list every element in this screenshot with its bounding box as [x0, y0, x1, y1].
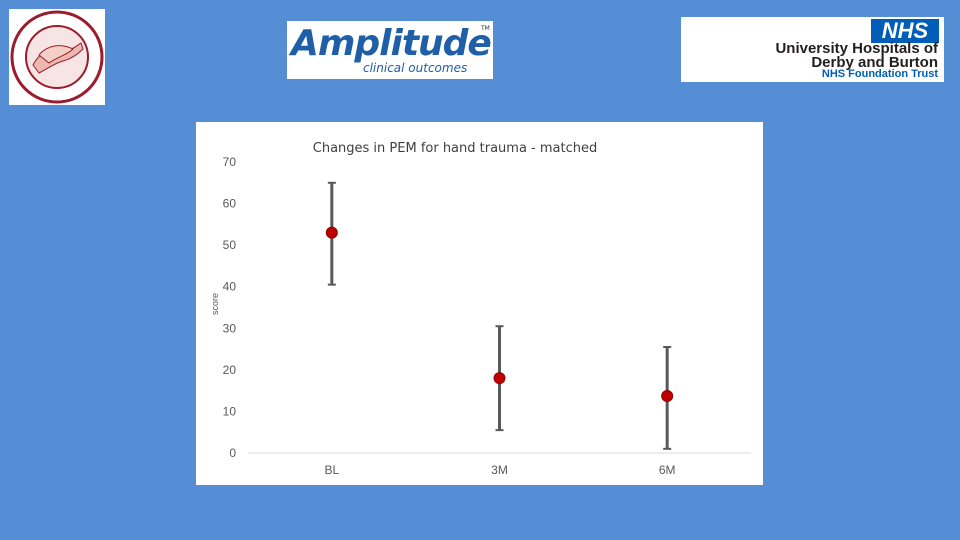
nhs-line-3: NHS Foundation Trust	[821, 68, 938, 80]
x-tick-label: BL	[324, 463, 339, 477]
y-tick-label: 70	[223, 155, 237, 169]
chart-title: Changes in PEM for hand trauma - matched	[313, 141, 598, 156]
chart-svg: Changes in PEM for hand trauma - matched…	[210, 141, 751, 477]
y-tick-label: 10	[223, 404, 237, 418]
data-points	[325, 226, 674, 403]
y-tick-label: 60	[223, 197, 237, 211]
chart-panel: Changes in PEM for hand trauma - matched…	[196, 122, 763, 485]
y-tick-label: 0	[229, 446, 236, 460]
y-tick-label: 50	[223, 238, 237, 252]
nhs-badge: NHS	[871, 19, 939, 43]
data-point-BL	[325, 226, 338, 239]
nhs-line-2: Derby and Burton	[811, 54, 938, 71]
y-tick-label: 20	[223, 363, 237, 377]
amplitude-tm-mark: TM	[481, 25, 490, 32]
nhs-line-1: University Hospitals of	[775, 40, 938, 57]
amplitude-tagline: clinical outcomes	[363, 61, 468, 75]
error-bars	[327, 181, 672, 450]
y-axis-ticks: 0 10 20 30 40 50 60 70	[223, 155, 237, 460]
amplitude-wordmark: Amplitude	[291, 23, 492, 64]
data-point-3M	[493, 372, 506, 385]
y-axis-label: score	[210, 293, 220, 315]
pulvertaft-hand-centre-logo	[9, 9, 105, 105]
nhs-trust-logo: NHS University Hospitals of Derby and Bu…	[681, 17, 944, 82]
x-tick-label: 3M	[491, 463, 508, 477]
x-axis-ticks: BL 3M 6M	[324, 463, 675, 477]
y-tick-label: 40	[223, 280, 237, 294]
x-tick-label: 6M	[659, 463, 676, 477]
data-point-6M	[661, 390, 674, 403]
pulvertaft-seal-graphic	[10, 10, 104, 104]
y-tick-label: 30	[223, 321, 237, 335]
amplitude-logo: Amplitude TM clinical outcomes	[287, 21, 493, 79]
